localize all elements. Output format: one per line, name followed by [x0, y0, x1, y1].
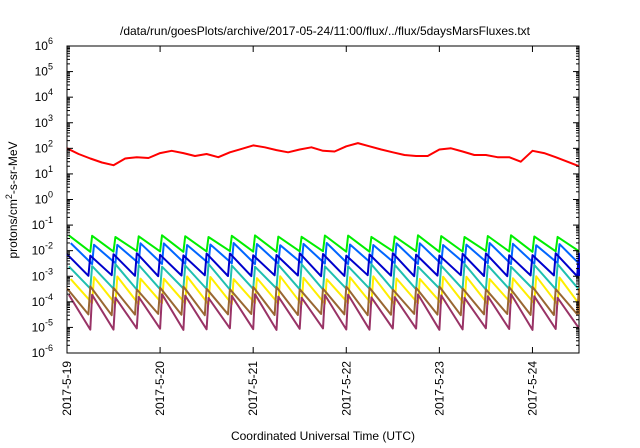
series-line — [66, 142, 580, 168]
y-axis-title: protons/cm2-s-sr-MeV — [4, 141, 20, 258]
y-tick-label: 10-1 — [32, 215, 53, 232]
x-tick-label: 2017-5-24 — [525, 361, 539, 416]
x-tick-label: 2017-5-23 — [432, 361, 446, 416]
y-tick-label: 103 — [35, 113, 53, 130]
series-layer — [66, 142, 580, 331]
y-tick-label: 102 — [35, 138, 53, 155]
y-tick-label: 105 — [35, 62, 53, 79]
y-tick-label: 10-2 — [32, 241, 53, 258]
series-line — [66, 252, 580, 278]
plot-area: 106 105 104 103 102 101 100 10-1 10-2 10-3 10-4 10-… — [32, 36, 580, 416]
y-tick-label: 106 — [35, 36, 53, 53]
series-line — [70, 242, 580, 265]
x-tick-label: 2017-5-19 — [60, 361, 74, 416]
y-tick-label: 10-5 — [32, 317, 53, 334]
series-line — [68, 234, 580, 253]
y-tick-label: 10-4 — [32, 292, 53, 309]
x-tick-label: 2017-5-20 — [153, 361, 167, 416]
chart-title: /data/run/goesPlots/archive/2017-05-24/1… — [120, 24, 531, 38]
y-tick-label: 10-6 — [32, 343, 53, 360]
x-tick-label: 2017-5-21 — [246, 361, 260, 416]
y-tick-label: 10-3 — [32, 266, 53, 283]
y-axis: 106 105 104 103 102 101 100 10-1 10-2 10-3 10-4 10-… — [32, 36, 579, 360]
y-tick-label: 100 — [35, 190, 53, 207]
series-line — [68, 293, 580, 331]
y-axis-title-sup: 2 — [4, 194, 14, 199]
series-line — [68, 263, 580, 291]
y-tick-label: 104 — [35, 87, 53, 104]
y-axis-title-base: protons/cm — [6, 199, 20, 258]
x-axis: 2017-5-19 2017-5-20 2017-5-21 2017-5-22 2017… — [60, 46, 539, 416]
y-axis-title-rest: -s-sr-MeV — [6, 141, 20, 194]
x-tick-label: 2017-5-22 — [339, 361, 353, 416]
series-line — [66, 285, 580, 317]
x-axis-title: Coordinated Universal Time (UTC) — [231, 429, 415, 443]
y-tick-label: 101 — [35, 164, 53, 181]
